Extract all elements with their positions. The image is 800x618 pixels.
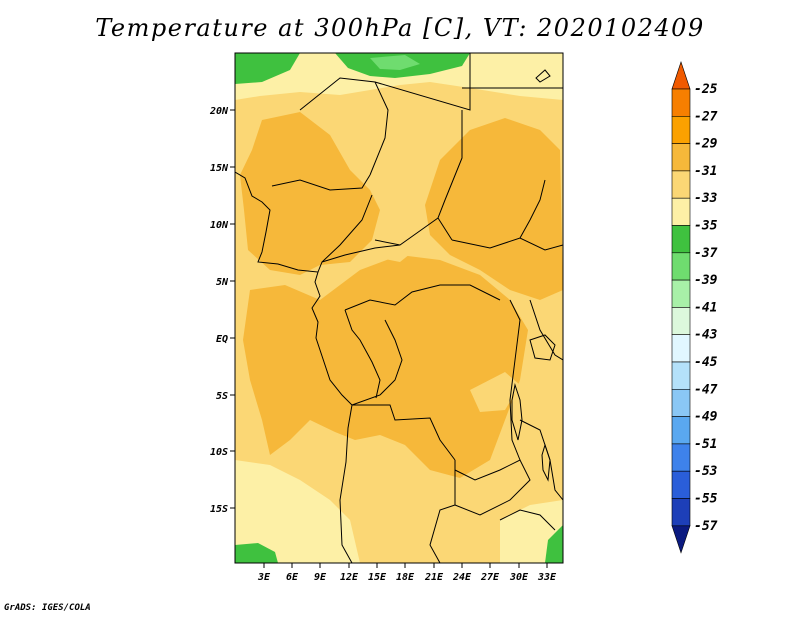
colorbar-cell <box>671 225 691 254</box>
colorbar-label: -47 <box>694 382 718 397</box>
colorbar-label: -43 <box>694 328 718 343</box>
lat-label-10n: 10N <box>210 220 229 231</box>
lat-label-5s: 5S <box>216 391 228 402</box>
colorbar: -25 -27 -29 -31 -33 -35 -37 -39 -41 -43 -45 -47 -49 -… <box>671 61 718 554</box>
colorbar-label: -53 <box>694 464 718 479</box>
colorbar-cell <box>671 170 691 199</box>
border-sahara-north <box>299 77 389 176</box>
colorbar-cell <box>671 470 691 499</box>
colorbar-cell <box>671 498 691 527</box>
colorbar-label: -45 <box>694 355 718 370</box>
colorbar-cell <box>671 88 691 117</box>
cold-patch-southeast <box>545 525 563 563</box>
lon-label-21e: 21E <box>424 572 444 583</box>
lon-label-24e: 24E <box>452 572 472 583</box>
cool-patch-central <box>375 232 415 262</box>
lon-label-27e: 27E <box>480 572 500 583</box>
border-nigeria-cameroon <box>317 194 373 273</box>
longitude-labels: 3E 6E 9E 12E 15E 18E 21E 24E 27E 30E 33E <box>257 572 557 583</box>
border-east-lakes <box>529 299 563 361</box>
border-ethiopia <box>519 179 546 239</box>
colorbar-label: -41 <box>694 300 717 315</box>
cool-patch-east <box>470 372 520 412</box>
latitude-labels: 20N 15N 10N 5N EQ 5S 10S 15S <box>209 106 229 515</box>
colorbar-label: -49 <box>694 410 718 425</box>
lat-label-15s: 15S <box>210 504 228 515</box>
colorbar-label: -55 <box>694 492 718 507</box>
colorbar-label: -37 <box>694 246 718 261</box>
lon-label-18e: 18E <box>396 572 415 583</box>
cold-patch-southwest <box>235 543 278 563</box>
colorbar-cell <box>671 307 691 335</box>
border-nigeria-niger <box>271 174 371 191</box>
lon-label-3e: 3E <box>257 572 271 583</box>
colorbar-label: -51 <box>694 437 717 452</box>
cool-region-south <box>235 460 360 563</box>
colorbar-cell <box>671 361 691 390</box>
warm-region-congo <box>243 255 528 478</box>
colorbar-label: -29 <box>694 137 718 152</box>
lat-label-10s: 10S <box>210 447 228 458</box>
border-zambia <box>454 459 531 516</box>
lake-malawi <box>541 443 551 482</box>
border-car-south <box>344 284 501 311</box>
border-chad-libya <box>374 53 471 111</box>
map-title: Temperature at 300hPa [C], VT: 202010240… <box>95 14 705 42</box>
colorbar-cell <box>671 279 691 308</box>
colorbar-cell <box>671 443 691 472</box>
colorbar-cell <box>671 334 691 363</box>
colorbar-cell <box>671 197 691 226</box>
lat-label-15n: 15N <box>210 163 229 174</box>
border-car-north <box>321 244 401 263</box>
political-boundaries <box>235 53 563 563</box>
lat-label-5n: 5N <box>216 277 229 288</box>
colorbar-label: -25 <box>694 82 718 97</box>
lat-label-eq: EQ <box>216 334 228 345</box>
border-congo <box>344 309 381 399</box>
latitude-axis <box>230 109 235 509</box>
lake-tanganyika <box>511 383 523 441</box>
colorbar-cell <box>671 61 691 90</box>
lake-victoria <box>529 334 556 361</box>
colorbar-cell <box>671 388 691 417</box>
lat-label-20n: 20N <box>209 106 229 117</box>
colorbar-label: -33 <box>694 191 718 206</box>
border-drc-west <box>351 319 403 406</box>
colorbar-cells <box>671 61 691 554</box>
colorbar-label: -57 <box>694 519 718 534</box>
colorbar-label: -27 <box>694 109 718 124</box>
lon-label-15e: 15E <box>368 572 387 583</box>
colorbar-label: -39 <box>694 273 718 288</box>
border-drc-east <box>509 299 521 461</box>
border-sudan-west <box>437 110 463 241</box>
colorbar-labels: -25 -27 -29 -31 -33 -35 -37 -39 -41 -43 -45 -47 -49 -… <box>694 82 718 534</box>
colorbar-cell <box>671 116 691 144</box>
cold-patch-north <box>235 53 300 84</box>
colorbar-cell <box>671 525 691 554</box>
colorbar-label: -35 <box>694 219 718 234</box>
temperature-field <box>235 53 563 563</box>
colorbar-cell <box>671 252 691 281</box>
lon-label-33e: 33E <box>537 572 557 583</box>
grads-credit: GrADS: IGES/COLA <box>4 603 91 613</box>
map-frame <box>234 52 564 564</box>
colorbar-cell <box>671 143 691 172</box>
colorbar-label: -31 <box>694 164 717 179</box>
border-angola-drc <box>352 404 456 461</box>
lon-label-6e: 6E <box>286 572 299 583</box>
warm-region-west-africa <box>240 112 380 275</box>
lon-label-9e: 9E <box>314 572 327 583</box>
border-zimbabwe <box>499 509 556 531</box>
lon-label-12e: 12E <box>340 572 359 583</box>
colder-patch-north-center <box>370 55 420 70</box>
border-angola-zambia <box>429 460 456 563</box>
coastline-west <box>235 171 353 563</box>
lon-label-30e: 30E <box>509 572 529 583</box>
red-sea-coast <box>535 69 551 83</box>
colorbar-cell <box>671 416 691 445</box>
longitude-axis <box>263 563 548 568</box>
